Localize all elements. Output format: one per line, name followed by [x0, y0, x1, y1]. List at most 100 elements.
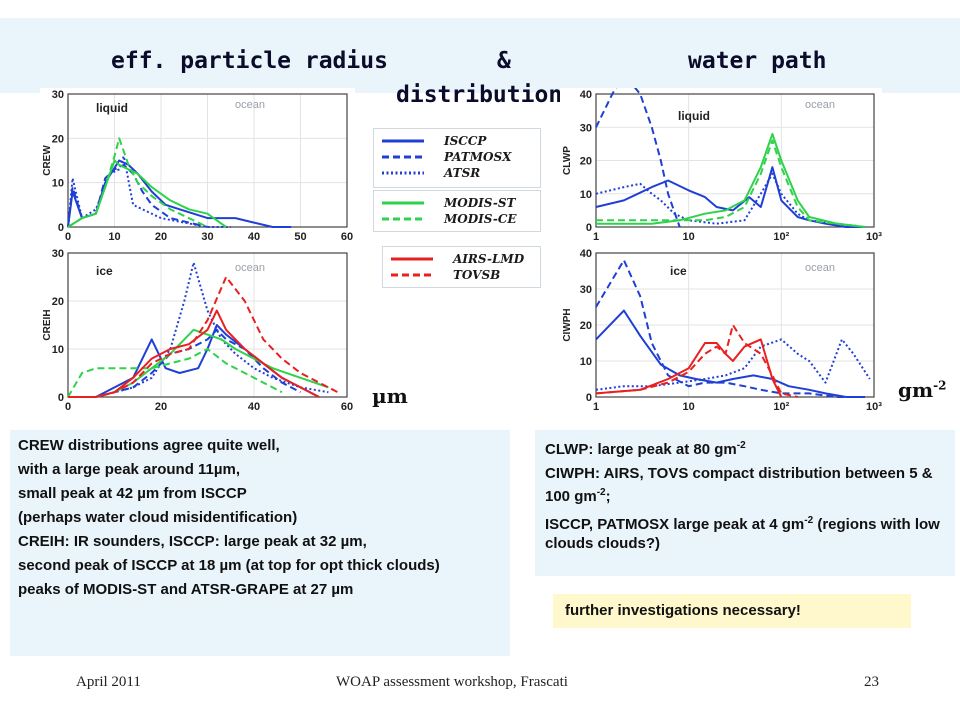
chart-ciwph-ice: 0 10 20 30 40 1 10 10² 10³ CIWPH ice ocean: [560, 245, 882, 413]
y-tick-label: 30: [52, 248, 64, 260]
x-tick-label: 0: [65, 231, 71, 243]
x-tick-label: 10: [108, 231, 120, 243]
panel-label: ice: [670, 264, 687, 278]
x-tick-label: 40: [248, 231, 260, 243]
x-tick-label: 60: [341, 401, 353, 413]
series-line-modis-ce: [67, 137, 208, 228]
x-tick-label: 50: [294, 231, 306, 243]
y-tick-label: 40: [580, 248, 592, 260]
panel-label: liquid: [96, 101, 128, 115]
x-tick-label: 10³: [866, 401, 882, 413]
x-tick-label: 10: [683, 401, 695, 413]
y-axis-title: CREW: [42, 145, 53, 176]
y-tick-label: 30: [52, 89, 64, 101]
x-tick-label: 10: [683, 231, 695, 243]
panel-label: liquid: [678, 109, 710, 123]
series-line-tovsb: [595, 324, 798, 398]
left-text-line: second peak of ISCCP at 18 µm (at top fo…: [18, 557, 440, 574]
legend-group-green: MODIS-ST MODIS-CE: [373, 190, 541, 232]
series-line-atsr: [595, 172, 866, 228]
chart-crew-liquid: 0 10 20 30 0 10 20 30 40 50 60 CREW liquid ocean: [40, 88, 355, 243]
unit-label-gm2: gm-2: [898, 378, 947, 402]
x-tick-label: 60: [341, 231, 353, 243]
series-line-modis-st: [67, 159, 227, 228]
legend-label-tovsb: TOVSB: [453, 268, 500, 282]
left-text-line: CREW distributions agree quite well,: [18, 437, 280, 454]
legend-label-patmosx: PATMOSX: [443, 150, 512, 164]
legend-label-atsr: ATSR: [443, 166, 480, 180]
plot-background: [40, 245, 355, 413]
chart-creih-ice: 0 10 20 30 0 20 40 60 CREIH ice ocean: [40, 245, 355, 413]
footer-event: WOAP assessment workshop, Frascati: [336, 674, 568, 690]
title-part-radius: eff. particle radius: [111, 48, 388, 74]
left-text-box: CREW distributions agree quite well, wit…: [10, 430, 510, 656]
x-tick-label: 1: [593, 401, 599, 413]
y-tick-label: 30: [580, 284, 592, 296]
y-axis-title: CLWP: [562, 146, 573, 175]
x-tick-label: 1: [593, 231, 599, 243]
series-line-modis-ce: [596, 139, 866, 228]
x-tick-label: 10³: [866, 231, 882, 243]
legend-label-isccp: ISCCP: [443, 134, 487, 148]
series-line-patmosx: [595, 88, 681, 228]
series-line-patmosx: [595, 259, 865, 398]
y-tick-label: 40: [580, 89, 592, 101]
unit-label-micrometer: µm: [372, 384, 408, 408]
plot-frame: [595, 252, 875, 398]
x-tick-label: 10²: [773, 231, 789, 243]
series-line-tovsb: [68, 276, 339, 398]
y-tick-label: 30: [580, 122, 592, 134]
x-tick-label: 20: [155, 231, 167, 243]
title-part-distributions: distributions: [396, 82, 577, 108]
left-text-line: (perhaps water cloud misidentification): [18, 509, 298, 526]
left-text-line: small peak at 42 µm from ISCCP: [18, 485, 247, 502]
right-text-line: CIWPH: AIRS, TOVS compact distribution b…: [545, 465, 933, 505]
series-line-atsr: [595, 338, 871, 391]
footer-page-number: 23: [864, 674, 879, 690]
title-ampersand: &: [497, 48, 511, 74]
chart-clwp-liquid: 0 10 20 30 40 1 10 10² 10³ CLWP liquid ocean: [560, 88, 882, 243]
panel-label: ice: [96, 264, 113, 278]
left-text-line: peaks of MODIS-ST and ATSR-GRAPE at 27 µ…: [18, 581, 354, 598]
legend-label-airs-lmd: AIRS-LMD: [452, 252, 525, 266]
legend-group-blue: ISCCP PATMOSX ATSR: [373, 128, 541, 188]
plot-frame: [595, 93, 875, 228]
y-tick-label: 10: [580, 356, 592, 368]
y-tick-label: 0: [58, 222, 64, 234]
title-banner: eff. particle radius & water path distri…: [0, 18, 960, 108]
x-tick-label: 30: [201, 231, 213, 243]
right-text-box: CLWP: large peak at 80 gm-2 CIWPH: AIRS,…: [535, 430, 955, 576]
ocean-annotation: ocean: [235, 262, 265, 274]
left-text-line: CREIH: IR sounders, ISCCP: large peak at…: [18, 533, 367, 550]
ocean-annotation: ocean: [235, 99, 265, 111]
x-tick-label: 10²: [773, 401, 789, 413]
y-tick-label: 20: [52, 296, 64, 308]
note-box: further investigations necessary!: [553, 594, 911, 628]
series-line-modis-st: [596, 132, 866, 228]
series-line-airs-lmd: [595, 338, 783, 398]
plot-frame: [67, 252, 348, 398]
ocean-annotation: ocean: [805, 99, 835, 111]
title-part-water-path: water path: [688, 48, 827, 74]
y-tick-label: 0: [586, 392, 592, 404]
series-line-isccp: [595, 309, 865, 398]
y-tick-label: 10: [52, 344, 64, 356]
legend-label-modis-ce: MODIS-CE: [443, 212, 517, 226]
legend-group-red: AIRS-LMD TOVSB: [382, 246, 541, 288]
y-tick-label: 0: [586, 222, 592, 234]
y-axis-title: CIWPH: [562, 308, 573, 341]
left-text-line: with a large peak around 11µm,: [18, 461, 241, 478]
y-tick-label: 20: [52, 133, 64, 145]
ocean-annotation: ocean: [805, 262, 835, 274]
series-line-modis-ce: [67, 348, 283, 398]
y-tick-label: 0: [58, 392, 64, 404]
y-axis-title: CREIH: [42, 309, 53, 340]
plot-background: [40, 88, 355, 243]
legend-label-modis-st: MODIS-ST: [443, 196, 517, 210]
y-tick-label: 10: [52, 178, 64, 190]
plot-background: [560, 245, 882, 413]
y-tick-label: 10: [580, 189, 592, 201]
series-line-airs-lmd: [68, 309, 320, 398]
right-text-line: ISCCP, PATMOSX large peak at 4 gm-2 (reg…: [545, 515, 940, 552]
y-tick-label: 20: [580, 320, 592, 332]
